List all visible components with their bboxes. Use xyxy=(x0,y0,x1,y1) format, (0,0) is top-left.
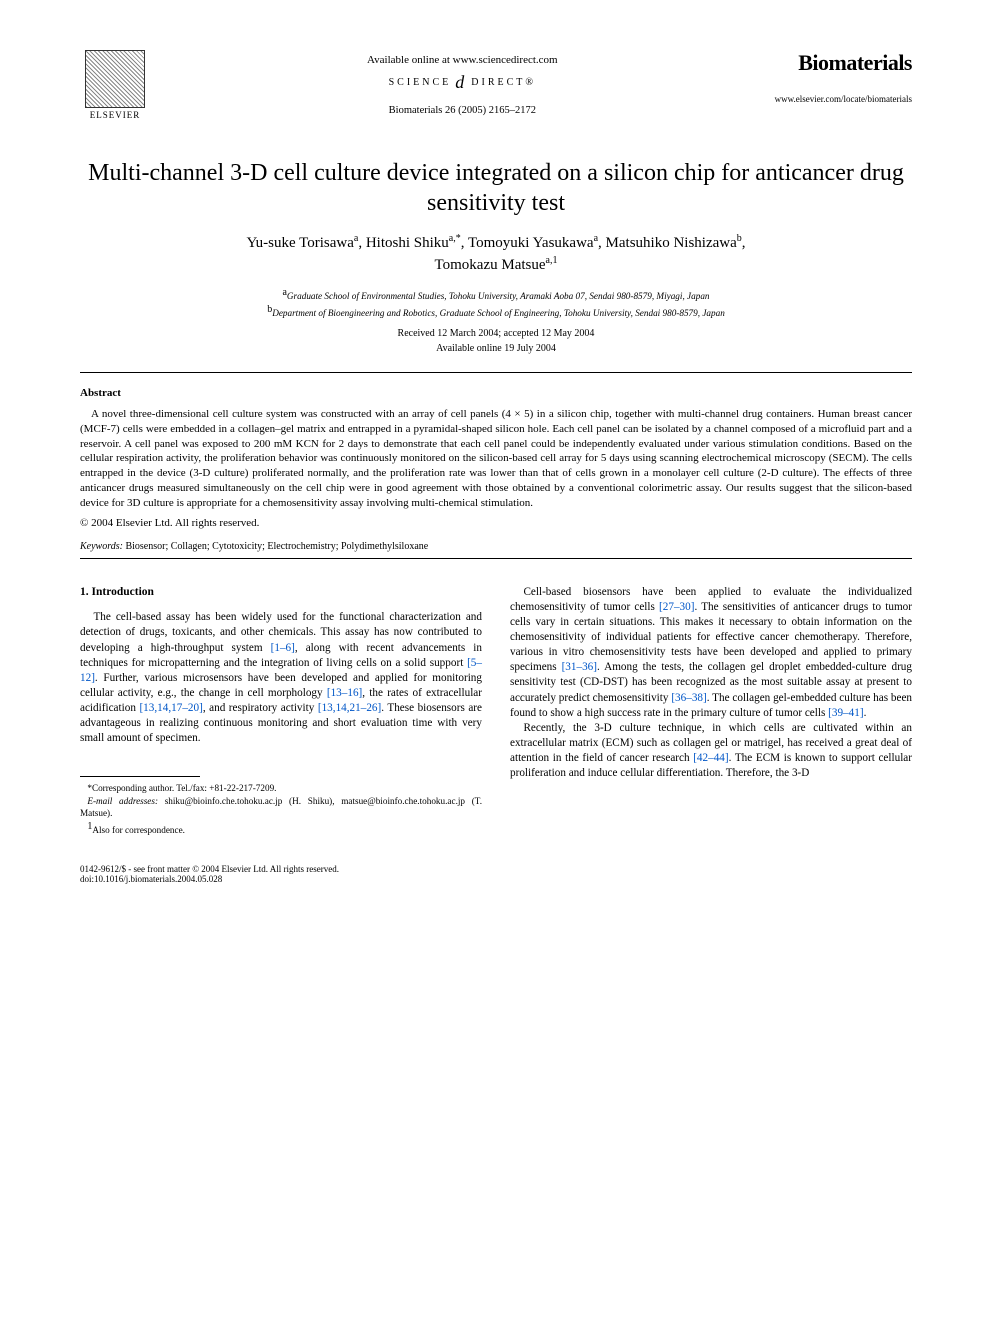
elsevier-label: ELSEVIER xyxy=(90,110,141,120)
ref-link-39-41[interactable]: [39–41] xyxy=(828,707,863,719)
ref-link-13-16[interactable]: [13–16] xyxy=(327,687,362,699)
ref-link-13-26[interactable]: [13,14,21–26] xyxy=(318,702,381,714)
keywords-line: Keywords: Biosensor; Collagen; Cytotoxic… xyxy=(80,541,912,552)
affiliations: aGraduate School of Environmental Studie… xyxy=(80,286,912,320)
page-footer: 0142-9612/$ - see front matter © 2004 El… xyxy=(80,864,912,884)
p1e: , and respiratory activity xyxy=(203,702,318,714)
left-column: 1. Introduction The cell-based assay has… xyxy=(80,585,482,836)
online-date: Available online 19 July 2004 xyxy=(80,343,912,354)
author-5-sup: a,1 xyxy=(546,255,558,266)
intro-paragraph-1: The cell-based assay has been widely use… xyxy=(80,610,482,746)
intro-paragraph-3: Recently, the 3-D culture technique, in … xyxy=(510,721,912,781)
intro-paragraph-2: Cell-based biosensors have been applied … xyxy=(510,585,912,721)
ref-link-1-6[interactable]: [1–6] xyxy=(271,642,295,654)
footer-left: 0142-9612/$ - see front matter © 2004 El… xyxy=(80,864,339,884)
keywords-label: Keywords: xyxy=(80,541,123,552)
also-text: Also for correspondence. xyxy=(92,825,185,835)
journal-url: www.elsevier.com/locate/biomaterials xyxy=(775,94,912,104)
ref-link-42-44[interactable]: [42–44] xyxy=(693,752,728,764)
corresponding-author: *Corresponding author. Tel./fax: +81-22-… xyxy=(80,782,482,794)
right-column: Cell-based biosensors have been applied … xyxy=(510,585,912,836)
email-addresses: E-mail addresses: shiku@bioinfo.che.toho… xyxy=(80,795,482,820)
author-4: , Matsuhiko Nishizawa xyxy=(598,235,737,251)
sd-swirl-icon: d xyxy=(455,72,467,93)
footnote-rule xyxy=(80,776,200,777)
separator-top xyxy=(80,372,912,373)
elsevier-logo: ELSEVIER xyxy=(80,50,150,130)
affil-b-text: Department of Bioengineering and Robotic… xyxy=(272,308,725,318)
author-1: Yu-suke Torisawa xyxy=(246,235,353,251)
abstract-heading: Abstract xyxy=(80,387,912,399)
header-center: Available online at www.sciencedirect.co… xyxy=(150,50,775,116)
abstract-body: A novel three-dimensional cell culture s… xyxy=(80,407,912,511)
ref-link-27-30[interactable]: [27–30] xyxy=(659,601,694,613)
section-1-heading: 1. Introduction xyxy=(80,585,482,601)
ref-link-31-36[interactable]: [31–36] xyxy=(562,661,597,673)
footnotes: *Corresponding author. Tel./fax: +81-22-… xyxy=(80,782,482,836)
separator-keywords xyxy=(80,558,912,559)
author-5: Tomokazu Matsue xyxy=(435,257,546,273)
author-4-comma: , xyxy=(742,235,746,251)
citation-text: Biomaterials 26 (2005) 2165–2172 xyxy=(150,105,775,116)
email-label: E-mail addresses: xyxy=(87,796,158,806)
also-correspondence: 1Also for correspondence. xyxy=(80,820,482,836)
sd-right: DIRECT® xyxy=(471,77,536,88)
author-2: , Hitoshi Shiku xyxy=(358,235,448,251)
authors-line: Yu-suke Torisawaa, Hitoshi Shikua,*, Tom… xyxy=(80,232,912,276)
author-2-sup: a,* xyxy=(449,233,461,244)
article-title: Multi-channel 3-D cell culture device in… xyxy=(80,158,912,218)
front-matter-line: 0142-9612/$ - see front matter © 2004 El… xyxy=(80,864,339,874)
sd-left: SCIENCE xyxy=(389,77,452,88)
author-3: , Tomoyuki Yasukawa xyxy=(461,235,594,251)
available-online-text: Available online at www.sciencedirect.co… xyxy=(150,54,775,66)
ref-link-13-20[interactable]: [13,14,17–20] xyxy=(139,702,202,714)
page-header: ELSEVIER Available online at www.science… xyxy=(80,50,912,130)
keywords-values: Biosensor; Collagen; Cytotoxicity; Elect… xyxy=(123,541,428,552)
body-columns: 1. Introduction The cell-based assay has… xyxy=(80,585,912,836)
elsevier-tree-icon xyxy=(85,50,145,108)
received-dates: Received 12 March 2004; accepted 12 May … xyxy=(80,328,912,339)
affil-a-text: Graduate School of Environmental Studies… xyxy=(287,291,710,301)
ref-link-36-38[interactable]: [36–38] xyxy=(671,692,706,704)
copyright-line: © 2004 Elsevier Ltd. All rights reserved… xyxy=(80,517,912,529)
sciencedirect-logo: SCIENCE d DIRECT® xyxy=(389,72,536,93)
journal-box: Biomaterials www.elsevier.com/locate/bio… xyxy=(775,50,912,104)
journal-name: Biomaterials xyxy=(775,50,912,76)
doi-line: doi:10.1016/j.biomaterials.2004.05.028 xyxy=(80,874,339,884)
p2e: . xyxy=(864,707,867,719)
